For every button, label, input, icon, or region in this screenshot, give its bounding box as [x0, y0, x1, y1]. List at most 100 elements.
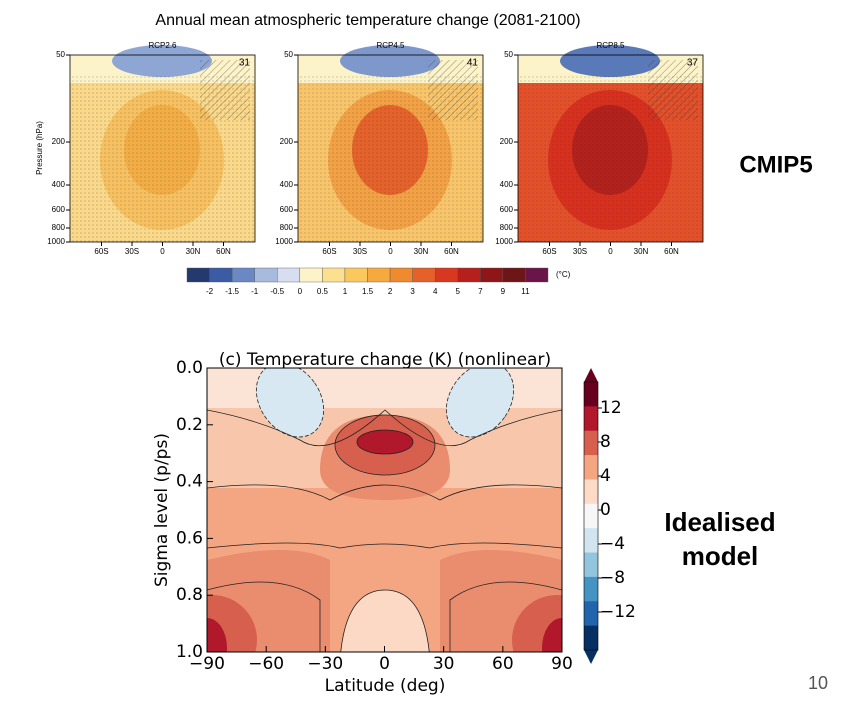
panel: [69, 45, 256, 243]
colorbar-label: −8: [600, 568, 625, 588]
colorbar-cell: [584, 430, 598, 456]
x-tick-label: 0: [379, 654, 390, 674]
y-tick-label: 600: [500, 205, 514, 214]
colorbar-label: -0.5: [270, 287, 284, 296]
side-label: Idealised: [664, 507, 775, 537]
colorbar-cell: [480, 267, 504, 283]
colorbar-cell: [584, 528, 598, 554]
colorbar-cell: [584, 503, 598, 529]
colorbar-cell: [584, 479, 598, 505]
x-tick-label: 60N: [444, 247, 459, 256]
panel: [517, 45, 704, 243]
colorbar-unit: (°C): [556, 270, 571, 279]
x-tick-label: 60N: [664, 247, 679, 256]
y-tick-label: 0.8: [176, 585, 203, 605]
hatch: [428, 60, 478, 120]
cold-core: [560, 45, 660, 77]
bottom-title: (c) Temperature change (K) (nonlinear): [219, 350, 551, 370]
colorbar-cell: [344, 267, 368, 283]
panel-count: 37: [687, 58, 699, 69]
colorbar-label: -1: [251, 287, 259, 296]
y-tick-label: 1000: [495, 237, 513, 246]
y-tick-label: 50: [504, 50, 513, 59]
x-tick-label: 60S: [94, 247, 108, 256]
colorbar-cell: [584, 601, 598, 627]
x-tick-label: 30N: [186, 247, 201, 256]
x-tick-label: 90: [551, 654, 573, 674]
x-tick-label: −90: [189, 654, 225, 674]
x-axis-label: Latitude (deg): [325, 676, 446, 696]
hatch: [200, 60, 250, 120]
colorbar-cell: [412, 267, 436, 283]
colorbar-label: -2: [206, 287, 214, 296]
colorbar-cell: [584, 455, 598, 480]
colorbar-cell: [389, 267, 413, 283]
colorbar-cell: [584, 382, 598, 407]
colorbar-cell: [277, 267, 301, 283]
x-tick-label: 0: [388, 247, 393, 256]
y-tick-label: 400: [52, 180, 66, 189]
y-axis-label: Pressure (hPa): [35, 121, 44, 175]
colorbar-cell: [584, 576, 598, 602]
cold-core: [340, 45, 440, 77]
y-tick-label: 1000: [47, 237, 65, 246]
y-tick-label: 200: [280, 137, 294, 146]
colorbar-cell: [584, 406, 598, 432]
x-tick-label: 30S: [573, 247, 587, 256]
top-title: Annual mean atmospheric temperature chan…: [155, 12, 580, 29]
contour-field: [207, 368, 562, 652]
colorbar-cell: [322, 267, 346, 283]
x-tick-label: 30S: [353, 247, 367, 256]
y-tick-label: 0.4: [176, 472, 203, 492]
x-tick-label: −60: [248, 654, 284, 674]
colorbar-cell: [502, 267, 526, 283]
colorbar-label: 12: [600, 398, 622, 418]
y-tick-label: 1000: [275, 237, 293, 246]
colorbar-end: [584, 650, 598, 664]
y-tick-label: 600: [52, 205, 66, 214]
colorbar-cell: [434, 267, 458, 283]
colorbar-label: -1.5: [225, 287, 239, 296]
y-tick-label: 800: [500, 223, 514, 232]
colorbar-label: −4: [600, 534, 625, 554]
colorbar-cell: [186, 267, 210, 283]
x-tick-label: 0: [160, 247, 165, 256]
x-tick-label: −30: [307, 654, 343, 674]
panel: [297, 45, 484, 243]
colorbar-end: [584, 368, 598, 382]
x-tick-label: 30N: [414, 247, 429, 256]
colorbar-label: 1: [343, 287, 348, 296]
colorbar-label: 9: [501, 287, 506, 296]
panel-count: 31: [239, 58, 251, 69]
cold-core: [112, 45, 212, 77]
colorbar-cell: [254, 267, 278, 283]
colorbar-label: 4: [433, 287, 438, 296]
y-tick-label: 1.0: [176, 642, 203, 662]
colorbar-cell: [299, 267, 323, 283]
side-label: CMIP5: [739, 151, 812, 178]
colorbar-label: 7: [478, 287, 483, 296]
x-tick-label: 60S: [322, 247, 336, 256]
x-tick-label: 60S: [542, 247, 556, 256]
colorbar-frame: [583, 381, 599, 651]
y-tick-label: 800: [52, 223, 66, 232]
colorbar-label: 2: [388, 287, 393, 296]
colorbar-label: −12: [600, 602, 636, 622]
y-tick-label: 400: [500, 180, 514, 189]
y-tick-label: 0.6: [176, 528, 203, 548]
y-tick-label: 200: [52, 137, 66, 146]
colorbar-label: 0: [298, 287, 303, 296]
y-tick-label: 0.0: [176, 358, 203, 378]
colorbar-cell: [209, 267, 233, 283]
panel-title: RCP2.6: [148, 41, 177, 50]
x-tick-label: 30S: [125, 247, 139, 256]
colorbar-label: 8: [600, 432, 611, 452]
page-number: 10: [808, 673, 828, 693]
side-label: model: [682, 541, 759, 571]
colorbar-label: 1.5: [362, 287, 374, 296]
y-tick-label: 600: [280, 205, 294, 214]
x-tick-label: 60N: [216, 247, 231, 256]
colorbar-cell: [584, 552, 598, 578]
colorbar-label: 4: [600, 466, 611, 486]
